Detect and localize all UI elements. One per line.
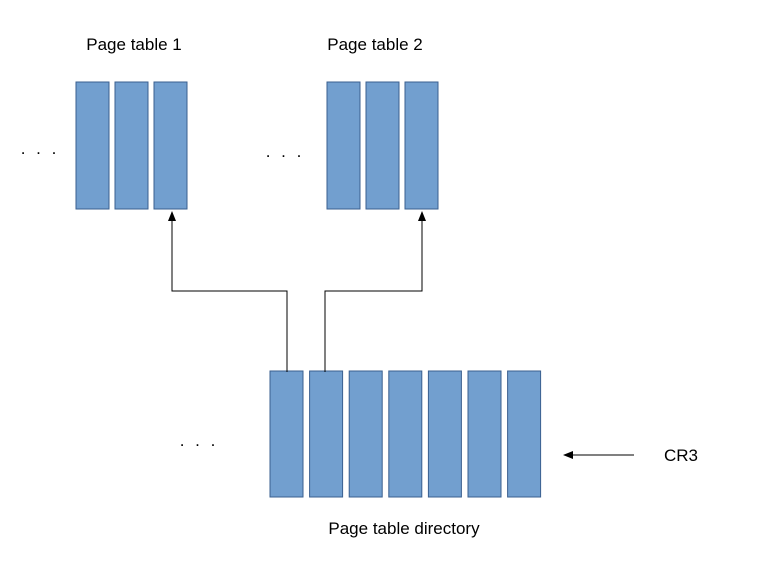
- page-table-1-entries: [75, 81, 188, 210]
- page-table-2-entry: [326, 81, 361, 210]
- directory-entry: [348, 370, 383, 498]
- page-table-directory-ellipsis: . . .: [180, 431, 219, 450]
- cr3-label: CR3: [664, 446, 698, 465]
- page-table-1-entry: [75, 81, 110, 210]
- pointer-to-page-table-2: [324, 211, 426, 372]
- page-table-directory: Page table directory . . .: [180, 370, 542, 538]
- page-table-directory-title: Page table directory: [328, 519, 480, 538]
- directory-entry: [467, 370, 502, 498]
- directory-entry: [427, 370, 462, 498]
- directory-entry: [507, 370, 542, 498]
- page-table-1-entry: [114, 81, 149, 210]
- directory-entry: [309, 370, 344, 498]
- directory-entry: [269, 370, 304, 498]
- page-table-2-entries: [326, 81, 439, 210]
- page-table-directory-entries: [269, 370, 542, 498]
- page-table-2-ellipsis: . . .: [266, 142, 305, 161]
- pointer-to-page-table-1: [168, 211, 288, 372]
- directory-entry: [388, 370, 423, 498]
- page-table-1-entry: [153, 81, 188, 210]
- page-table-1-title: Page table 1: [86, 35, 181, 54]
- page-table-1: Page table 1 . . .: [21, 35, 188, 210]
- page-table-2-entry: [365, 81, 400, 210]
- page-table-2-entry: [404, 81, 439, 210]
- page-table-2: Page table 2 . . .: [266, 35, 439, 210]
- page-table-1-ellipsis: . . .: [21, 139, 60, 158]
- page-table-2-title: Page table 2: [327, 35, 422, 54]
